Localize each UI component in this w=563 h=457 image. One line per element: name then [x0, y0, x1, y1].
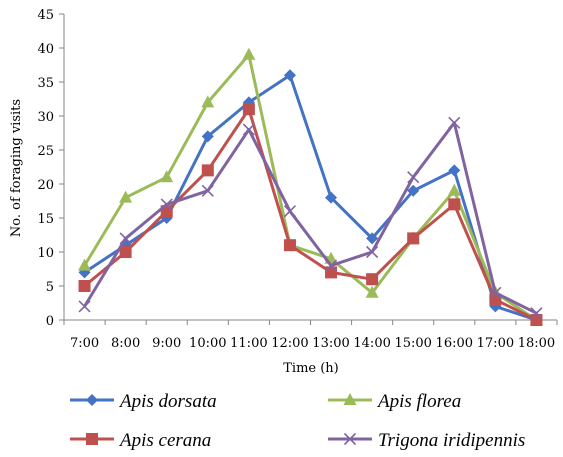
data-point-apis-florea	[447, 183, 461, 196]
data-point-trigona-iridipennis	[283, 205, 297, 218]
series-layer	[78, 47, 543, 326]
series-line-trigona-iridipennis	[83, 121, 538, 315]
x-tick-label: 10:00	[189, 336, 226, 351]
data-point-trigona-iridipennis	[119, 232, 132, 245]
y-tick-labels: 0 5 10 15 20 25 30 35 40 45	[37, 8, 54, 329]
data-point-apis-dorsata	[366, 232, 379, 245]
x-tick-labels: 7:00 8:00 9:00 10:00 11:00 12:00 13:00 14:00 15:…	[70, 336, 555, 351]
data-point-apis-dorsata	[407, 184, 420, 197]
y-tick-label: 10	[37, 246, 54, 261]
data-point-apis-florea	[242, 47, 256, 60]
data-point-trigona-iridipennis	[366, 245, 379, 259]
y-axis-title: No. of foraging visits	[9, 99, 24, 237]
series-apis-florea	[78, 47, 543, 325]
data-point-apis-dorsata	[201, 130, 214, 143]
data-point-apis-cerana	[242, 103, 255, 116]
series-line-apis-cerana	[83, 107, 538, 322]
data-point-apis-cerana	[407, 232, 420, 245]
series-line-apis-dorsata	[83, 73, 537, 322]
y-tick-label: 15	[37, 212, 54, 227]
y-tick-label: 35	[37, 76, 54, 91]
y-tick-label: 0	[46, 314, 54, 329]
data-point-trigona-iridipennis	[324, 259, 338, 272]
y-tick-label: 20	[37, 178, 54, 193]
legend-marker	[86, 433, 98, 445]
x-tick-label: 15:00	[394, 336, 431, 351]
legend-label: Trigona iridipennis	[378, 430, 525, 451]
data-point-trigona-iridipennis	[78, 300, 91, 313]
data-point-trigona-iridipennis	[407, 171, 420, 184]
data-point-apis-cerana	[448, 198, 461, 211]
series-apis-cerana	[78, 103, 543, 326]
data-point-trigona-iridipennis	[530, 307, 543, 320]
legend-item-apis-florea: Apis florea	[328, 391, 461, 412]
legend-marker	[86, 394, 98, 406]
data-point-apis-cerana	[325, 266, 338, 279]
x-tick-label: 7:00	[70, 336, 99, 351]
data-point-apis-cerana	[530, 314, 543, 326]
legend-marker	[343, 393, 357, 405]
y-tick-label: 40	[37, 42, 54, 57]
x-tick-label: 8:00	[111, 336, 140, 351]
x-tick-label: 13:00	[312, 336, 349, 351]
x-tick-label: 9:00	[152, 336, 181, 351]
data-point-apis-dorsata	[325, 191, 338, 204]
legend-marker	[343, 432, 357, 446]
data-point-trigona-iridipennis	[448, 116, 461, 129]
data-point-trigona-iridipennis	[242, 123, 255, 136]
axes	[59, 13, 558, 325]
legend-item-apis-dorsata: Apis dorsata	[70, 391, 217, 412]
legend-label: Apis florea	[376, 391, 461, 412]
legend-item-apis-cerana: Apis cerana	[70, 430, 211, 451]
data-point-apis-florea	[201, 95, 215, 108]
data-point-apis-florea	[78, 258, 92, 271]
x-tick-label: 18:00	[518, 336, 555, 351]
legend-label: Apis cerana	[118, 430, 211, 451]
y-tick-label: 25	[37, 144, 54, 159]
x-tick-label: 17:00	[477, 336, 514, 351]
data-point-trigona-iridipennis	[489, 286, 502, 299]
data-point-apis-dorsata	[283, 69, 296, 82]
data-point-apis-cerana	[201, 164, 214, 177]
legend-label: Apis dorsata	[118, 391, 217, 412]
y-tick-label: 45	[37, 8, 54, 23]
x-tick-label: 16:00	[436, 336, 473, 351]
data-point-apis-cerana	[78, 280, 91, 292]
data-point-apis-cerana	[366, 273, 379, 286]
x-axis-title: Time (h)	[283, 361, 339, 376]
data-point-trigona-iridipennis	[160, 198, 173, 211]
data-point-apis-cerana	[119, 246, 132, 258]
y-tick-label: 30	[37, 110, 54, 125]
data-point-apis-cerana	[283, 239, 296, 252]
data-point-trigona-iridipennis	[201, 184, 214, 197]
data-point-apis-florea	[365, 285, 379, 298]
legend-item-trigona-iridipennis: Trigona iridipennis	[328, 430, 525, 451]
series-trigona-iridipennis	[78, 116, 543, 320]
data-point-apis-florea	[160, 170, 174, 183]
x-tick-label: 12:00	[271, 336, 308, 351]
data-point-apis-dorsata	[448, 164, 461, 177]
data-point-apis-florea	[119, 190, 133, 203]
x-tick-label: 14:00	[353, 336, 390, 351]
series-line-apis-florea	[83, 53, 538, 322]
x-tick-label: 11:00	[230, 336, 267, 351]
legend: Apis dorsata Apis florea Apis cerana Trigon…	[70, 391, 525, 451]
y-tick-label: 5	[46, 280, 54, 295]
